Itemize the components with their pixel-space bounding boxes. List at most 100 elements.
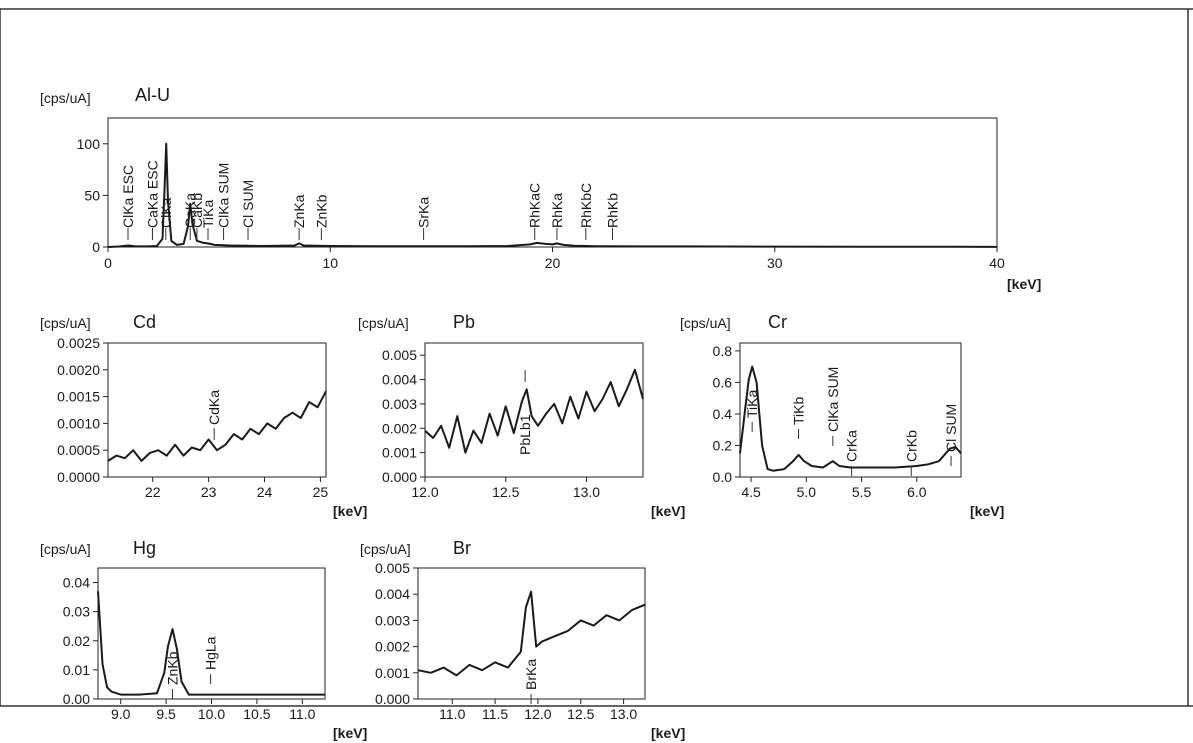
x-tick-label: 23	[201, 484, 217, 500]
x-tick-label: 5.0	[797, 484, 817, 500]
y-tick-label: 0.03	[63, 604, 90, 620]
peak-label: ZnKa	[291, 194, 307, 228]
y-tick-label: 0.04	[63, 575, 90, 591]
x-tick-label: 30	[767, 255, 783, 271]
y-axis-unit: [cps/uA]	[40, 90, 91, 106]
plot-area	[739, 342, 962, 478]
x-tick-label: 13.0	[610, 706, 637, 722]
peak-label: RhKb	[605, 193, 621, 228]
peak-label: TiKa	[744, 390, 760, 418]
peak-label: CdKa	[206, 390, 222, 425]
peak-label: CaKa ESC	[144, 160, 160, 228]
y-tick-label: 0.002	[382, 420, 417, 436]
y-tick-label: 0.005	[382, 347, 417, 363]
x-tick-label: 11.5	[482, 706, 508, 722]
spectrum-line	[739, 365, 962, 472]
y-tick-label: 0.02	[63, 633, 90, 649]
x-tick-label: 12.5	[567, 706, 594, 722]
peak-label: ZnKb	[165, 651, 181, 685]
y-tick-label: 0.8	[713, 343, 733, 359]
peak-label: RhKbC	[578, 183, 594, 228]
y-tick-label: 0.01	[63, 662, 90, 678]
peak-label: RhKaC	[527, 183, 543, 228]
y-tick-label: 0.0000	[57, 469, 100, 485]
peak-label: Cl SUM	[240, 180, 256, 228]
x-tick-label: 10	[322, 255, 338, 271]
chart-title: Br	[453, 538, 471, 558]
plot-area	[107, 342, 327, 478]
spectrum-line	[424, 368, 644, 454]
y-tick-label: 0.003	[382, 396, 417, 412]
peak-label: CrKa	[844, 430, 860, 462]
x-tick-label: 10.0	[198, 706, 225, 722]
x-tick-label: 6.0	[907, 484, 927, 500]
x-tick-label: 12.0	[524, 706, 551, 722]
y-tick-label: 0.001	[375, 665, 410, 681]
chart-title: Cd	[133, 312, 156, 332]
x-axis-unit: [keV]	[651, 725, 685, 741]
spectrum-line	[97, 591, 325, 696]
peak-label: SrKa	[416, 197, 432, 228]
x-tick-label: 25	[313, 484, 329, 500]
chart-alu: Al-U [cps/uA] [keV] 0 10 20 30 40 0 50 100 ClKa ESC…	[40, 85, 1041, 292]
y-tick-label: 0.00	[63, 691, 90, 707]
chart-title: Cr	[768, 312, 787, 332]
peak-label: CaKa	[182, 193, 198, 228]
x-tick-label: 9.5	[156, 706, 176, 722]
peak-label: RhKa	[549, 193, 565, 228]
chart-pb: Pb [cps/uA] [keV] 12.0 12.5 13.0 0.000 0.001 0.0…	[358, 312, 685, 519]
y-tick-label: 50	[84, 187, 100, 203]
y-tick-label: 0.001	[382, 445, 417, 461]
y-tick-label: 0.003	[375, 612, 410, 628]
x-tick-label: 0	[104, 255, 112, 271]
charts-layer: Al-U [cps/uA] [keV] 0 10 20 30 40 0 50 100 ClKa ESC…	[40, 85, 1041, 741]
y-tick-label: 0.005	[375, 560, 410, 576]
peak-label: TiKa	[200, 200, 216, 228]
y-tick-label: 0.0005	[57, 442, 100, 458]
x-tick-label: 4.5	[741, 484, 761, 500]
y-tick-label: 0.2	[713, 437, 733, 453]
chart-title: Al-U	[135, 85, 170, 105]
y-tick-label: 0.0020	[57, 362, 100, 378]
x-tick-label: 13.0	[573, 484, 600, 500]
plot-area	[97, 567, 326, 700]
peak-label: ClKa ESC	[120, 165, 136, 228]
chart-cr: Cr [cps/uA] [keV] 4.5 5.0 5.5 6.0 0.0 0.2 0.4 0.6 0…	[680, 312, 1004, 519]
peak-label: CrKb	[903, 430, 919, 462]
peak-label: TiKb	[791, 397, 807, 425]
x-axis-unit: [keV]	[333, 503, 367, 519]
x-axis-unit: [keV]	[970, 503, 1004, 519]
y-tick-label: 0.0015	[57, 389, 100, 405]
y-axis-unit: [cps/uA]	[680, 315, 731, 331]
y-tick-label: 0.004	[375, 586, 410, 602]
y-tick-label: 0.004	[382, 372, 417, 388]
y-tick-label: 0.002	[375, 639, 410, 655]
y-tick-label: 0.4	[713, 406, 733, 422]
x-tick-label: 5.5	[852, 484, 872, 500]
plot-area	[424, 342, 644, 478]
y-tick-label: 0	[92, 239, 100, 255]
peak-label: BrKa	[523, 659, 539, 690]
x-axis-unit: [keV]	[333, 725, 367, 741]
x-tick-label: 22	[145, 484, 161, 500]
y-axis-unit: [cps/uA]	[360, 541, 411, 557]
y-tick-label: 0.000	[382, 469, 417, 485]
peak-label: Cl SUM	[943, 404, 959, 452]
spectrum-line	[417, 590, 646, 677]
y-tick-label: 0.0025	[57, 335, 100, 351]
y-axis-unit: [cps/uA]	[40, 315, 91, 331]
peak-label: CaKb	[189, 193, 205, 228]
chart-cd: Cd [cps/uA] [keV] 22 23 24 25 0.0000 0.0005 0.001…	[40, 312, 367, 519]
peak-label: HgLa	[203, 636, 219, 670]
x-tick-label: 24	[257, 484, 273, 500]
y-tick-label: 0.000	[375, 691, 410, 707]
chart-hg: Hg [cps/uA] [keV] 9.0 9.5 10.0 10.5 11.0 0.00 0.0…	[40, 538, 367, 741]
x-axis-unit: [keV]	[651, 503, 685, 519]
x-tick-label: 10.5	[243, 706, 270, 722]
x-tick-label: 11.0	[439, 706, 465, 722]
x-tick-label: 9.0	[111, 706, 131, 722]
x-tick-label: 12.5	[492, 484, 519, 500]
peak-label: ClKa SUM	[216, 163, 232, 228]
y-tick-label: 100	[77, 136, 101, 152]
